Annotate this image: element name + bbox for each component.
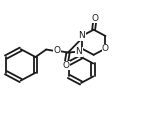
Text: N: N: [78, 31, 85, 41]
Polygon shape: [79, 49, 83, 57]
Text: O: O: [53, 46, 60, 55]
Text: O: O: [92, 14, 99, 23]
Text: N: N: [78, 31, 85, 41]
Text: N: N: [75, 47, 82, 56]
Text: O: O: [62, 61, 69, 70]
Text: O: O: [102, 44, 109, 53]
